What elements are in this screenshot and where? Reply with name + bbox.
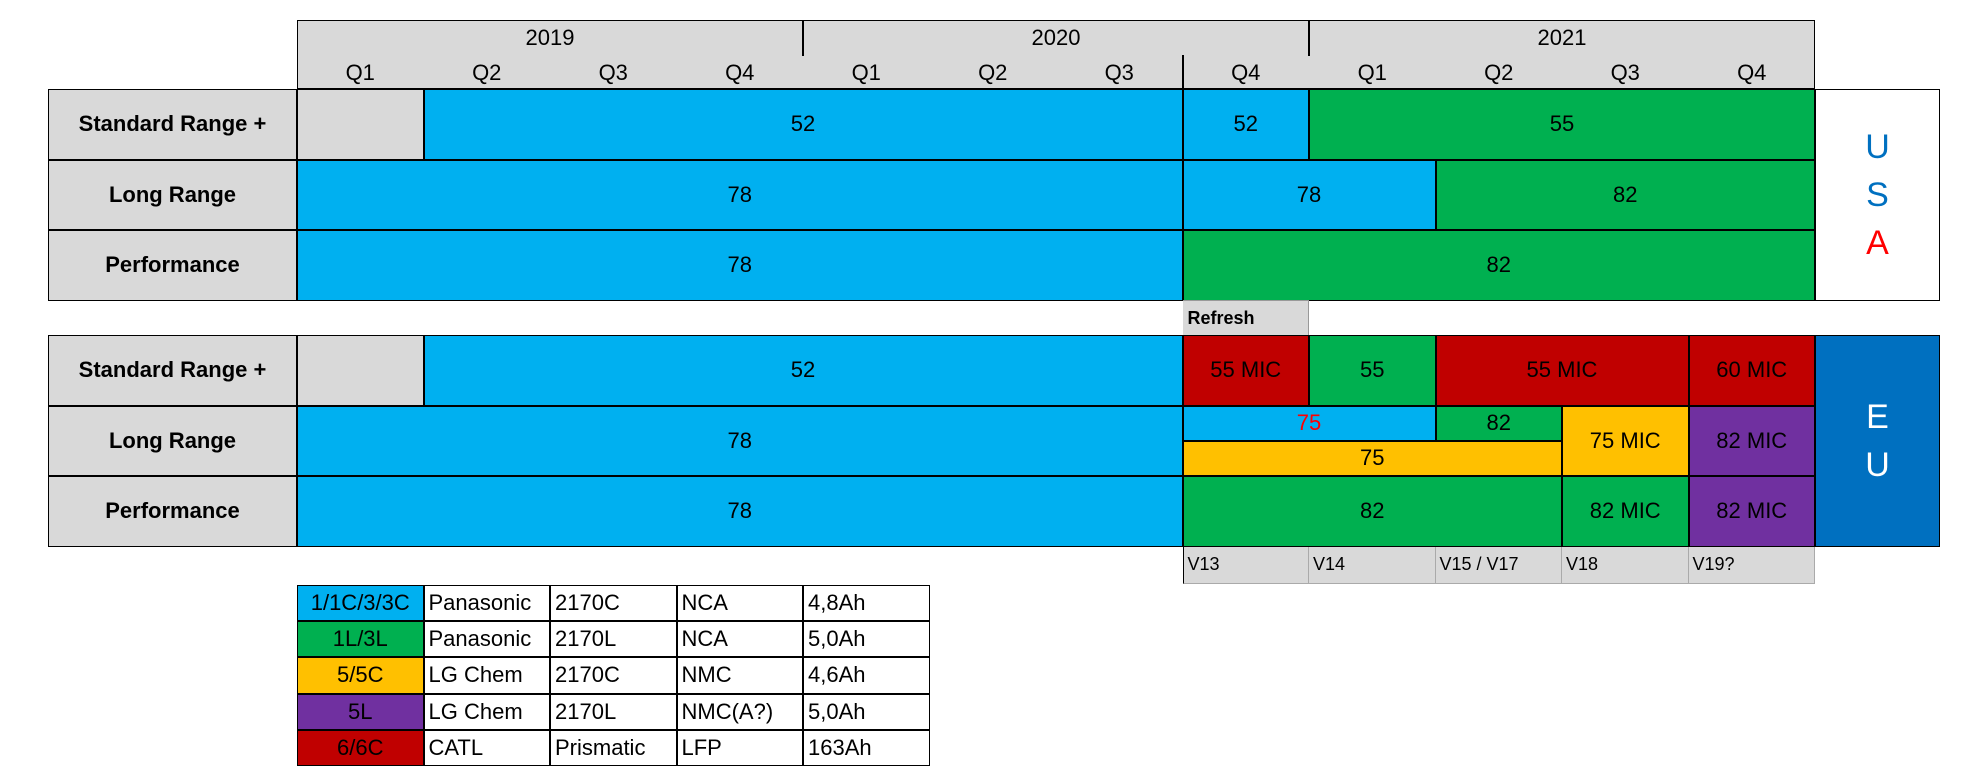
- region-letter: U: [1865, 445, 1890, 484]
- legend-cell: Panasonic: [423, 585, 550, 622]
- data-segment: 82: [1182, 476, 1562, 547]
- legend-cell: 4,8Ah: [803, 585, 930, 622]
- data-segment: 82: [1435, 405, 1562, 441]
- data-segment: 82 MIC: [1562, 476, 1689, 547]
- region-letter: A: [1866, 223, 1889, 262]
- legend-cell: Prismatic: [550, 729, 677, 766]
- legend-swatch: 6/6C: [297, 729, 424, 766]
- data-segment: 78: [297, 159, 1183, 230]
- data-segment: 78: [297, 230, 1183, 301]
- data-segment: 52: [423, 335, 1183, 406]
- quarter-label: Q1: [345, 59, 375, 85]
- version-label: V13: [1182, 546, 1309, 584]
- data-segment: 78: [297, 405, 1183, 476]
- version-label: V19?: [1688, 546, 1815, 584]
- quarter-label: Q3: [598, 59, 628, 85]
- data-segment: 52: [423, 89, 1183, 160]
- quarter-label: Q4: [725, 59, 755, 85]
- quarter-label: Q2: [472, 59, 502, 85]
- legend-cell: LG Chem: [423, 657, 550, 694]
- quarter-label: Q2: [978, 59, 1008, 85]
- row-label: Standard Range +: [48, 335, 297, 406]
- year-label: 2021: [1537, 25, 1587, 50]
- row-label: Standard Range +: [48, 89, 297, 160]
- row-label: Performance: [48, 476, 297, 547]
- data-segment: 82 MIC: [1688, 476, 1815, 547]
- legend-cell: 4,6Ah: [803, 657, 930, 694]
- legend-swatch: 1L/3L: [297, 621, 424, 658]
- data-segment: 75: [1182, 405, 1436, 441]
- legend-swatch: 1/1C/3/3C: [297, 585, 424, 622]
- year-divider: [802, 20, 804, 56]
- quarter-label: Q4: [1737, 59, 1767, 85]
- row-label: Long Range: [48, 405, 297, 476]
- legend-cell: 2170C: [550, 585, 677, 622]
- legend-swatch: 5/5C: [297, 657, 424, 694]
- quarter-label: Q1: [1357, 59, 1387, 85]
- legend-cell: 2170C: [550, 657, 677, 694]
- data-segment: 55: [1309, 335, 1436, 406]
- quarter-label: Q2: [1484, 59, 1514, 85]
- legend-cell: 163Ah: [803, 729, 930, 766]
- refresh-divider: [1181, 55, 1184, 95]
- region-letter: U: [1865, 127, 1890, 166]
- quarter-label: Q3: [1104, 59, 1134, 85]
- region-letter: E: [1866, 397, 1889, 436]
- data-segment: 60 MIC: [1688, 335, 1815, 406]
- legend-cell: Panasonic: [423, 621, 550, 658]
- data-segment: [297, 89, 424, 160]
- data-segment: 55 MIC: [1435, 335, 1689, 406]
- data-segment: 55 MIC: [1182, 335, 1309, 406]
- refresh-label: Refresh: [1182, 300, 1309, 335]
- legend-cell: LFP: [676, 729, 803, 766]
- region-letter: S: [1866, 175, 1889, 214]
- data-segment: 82 MIC: [1688, 405, 1815, 476]
- data-segment: [297, 335, 424, 406]
- data-segment: 82: [1435, 159, 1815, 230]
- year-label: 2020: [1031, 25, 1081, 50]
- legend-cell: NMC(A?): [676, 693, 803, 730]
- legend-cell: NCA: [676, 621, 803, 658]
- legend-cell: NMC: [676, 657, 803, 694]
- row-label: Long Range: [48, 159, 297, 230]
- legend-swatch: 5L: [297, 693, 424, 730]
- year-label: 2019: [525, 25, 575, 50]
- legend-cell: CATL: [423, 729, 550, 766]
- data-segment: 78: [1182, 159, 1436, 230]
- version-label: V14: [1309, 546, 1436, 584]
- legend-cell: 5,0Ah: [803, 693, 930, 730]
- row-label: Performance: [48, 230, 297, 301]
- data-segment: 75: [1182, 440, 1562, 476]
- data-segment: 52: [1182, 89, 1309, 160]
- quarter-label: Q4: [1231, 59, 1261, 85]
- legend-cell: LG Chem: [423, 693, 550, 730]
- legend-cell: 2170L: [550, 693, 677, 730]
- quarter-label: Q3: [1610, 59, 1640, 85]
- year-divider: [1308, 20, 1310, 56]
- data-segment: 75 MIC: [1562, 405, 1689, 476]
- data-segment: 78: [297, 476, 1183, 547]
- data-segment: 82: [1182, 230, 1815, 301]
- version-label: V15 / V17: [1435, 546, 1562, 584]
- legend-cell: NCA: [676, 585, 803, 622]
- legend-cell: 5,0Ah: [803, 621, 930, 658]
- header-background: [297, 20, 1815, 89]
- quarter-label: Q1: [851, 59, 881, 85]
- legend-cell: 2170L: [550, 621, 677, 658]
- version-label: V18: [1562, 546, 1689, 584]
- data-segment: 55: [1309, 89, 1815, 160]
